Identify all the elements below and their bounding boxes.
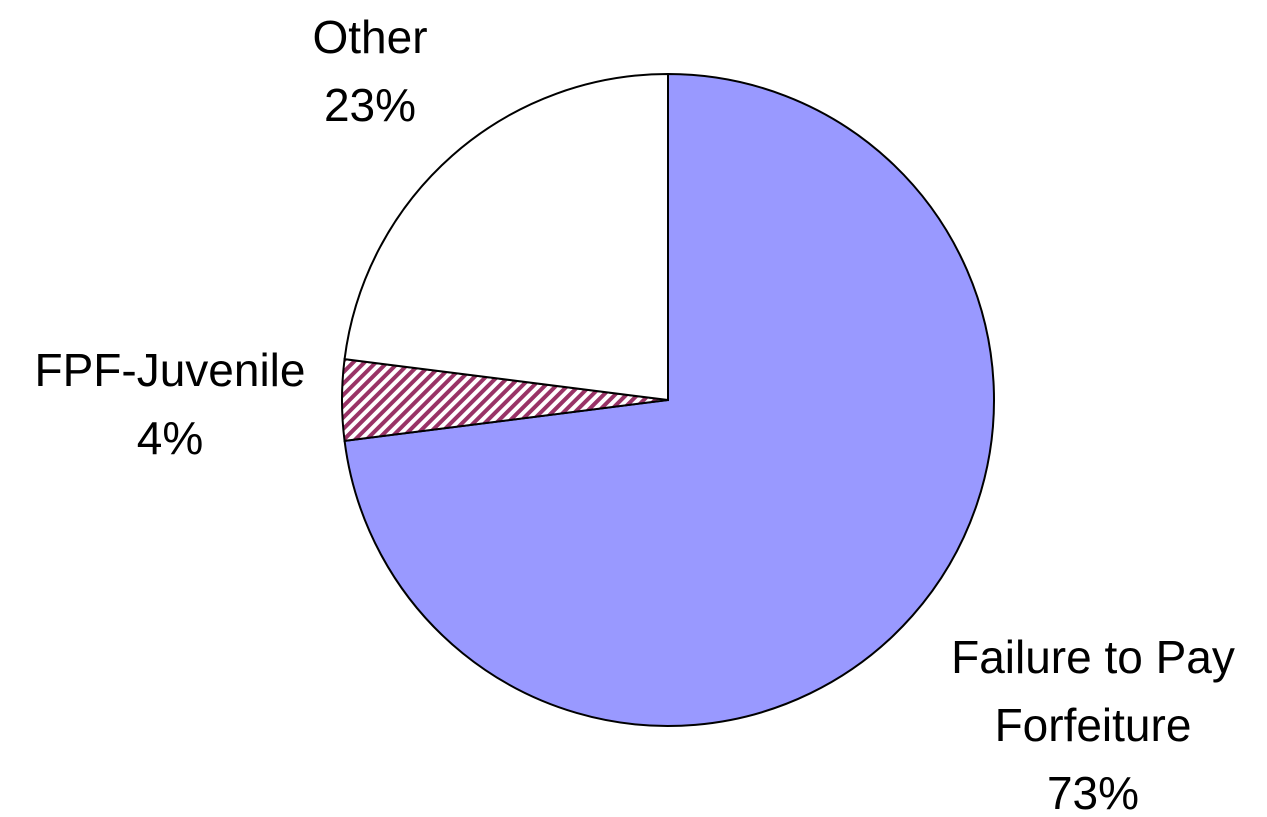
value-label: 73%: [1046, 767, 1140, 817]
value-label: 4%: [136, 412, 204, 464]
slice-label: Failure to Pay Forfeiture 73%: [913, 623, 1267, 817]
pie-slice: [343, 72, 669, 402]
category-label: Failure to Pay Forfeiture: [951, 631, 1235, 751]
category-label: FPF-Juvenile: [34, 344, 306, 396]
pie-slice: [343, 72, 995, 727]
slice-label: Other 23%: [220, 3, 520, 139]
slice-label: FPF-Juvenile 4%: [0, 336, 340, 472]
category-label: Other: [312, 11, 428, 63]
value-label: 23%: [323, 79, 417, 131]
